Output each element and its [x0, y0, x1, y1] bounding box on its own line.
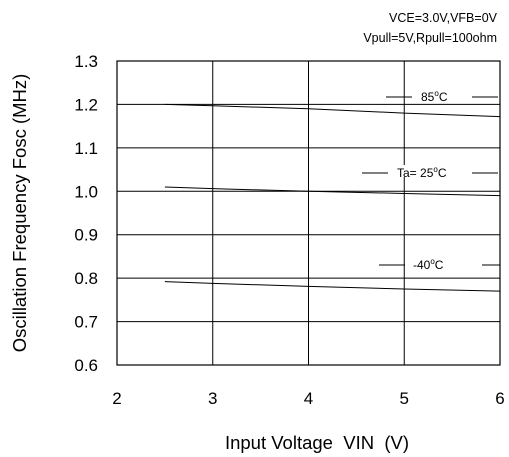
- y-tick-labels: 0.6 0.7 0.8 0.9 1.0 1.1 1.2 1.3: [74, 52, 98, 375]
- x-tick-label: 2: [112, 389, 121, 408]
- y-tick-label: 1.0: [74, 182, 98, 201]
- y-tick-label: 1.1: [74, 139, 98, 158]
- y-tick-label: 0.7: [74, 313, 98, 332]
- y-tick-label: 0.6: [74, 356, 98, 375]
- test-conditions-line-2: Vpull=5V,Rpull=100ohm: [363, 31, 497, 45]
- series-label: Ta= 25oC: [397, 165, 447, 180]
- x-axis-label: Input Voltage VIN (V): [225, 432, 409, 453]
- series-line: [164, 281, 501, 292]
- series-label: -40oC: [413, 257, 444, 272]
- series-labels: 85oC Ta= 25oC -40oC: [362, 89, 500, 272]
- x-tick-label: 6: [495, 389, 504, 408]
- x-tick-label: 4: [304, 389, 313, 408]
- y-tick-label: 0.9: [74, 226, 98, 245]
- y-tick-label: 1.3: [74, 52, 98, 71]
- series-label: 85oC: [421, 89, 448, 104]
- series-label-background: [405, 257, 482, 269]
- series-line: [164, 186, 501, 197]
- y-tick-label: 0.8: [74, 269, 98, 288]
- series-label-background: [388, 165, 472, 177]
- series-line: [164, 103, 501, 118]
- test-conditions-line-1: VCE=3.0V,VFB=0V: [389, 11, 498, 25]
- x-tick-labels: 2 3 4 5 6: [112, 389, 504, 408]
- grid: [116, 60, 501, 366]
- y-tick-label: 1.2: [74, 95, 98, 114]
- plot-frame: [116, 60, 501, 366]
- series-lines: [164, 103, 501, 292]
- y-axis-label: Oscillation Frequency Fosc (MHz): [9, 74, 30, 353]
- series-label-background: [412, 89, 472, 101]
- x-tick-label: 3: [208, 389, 217, 408]
- x-tick-label: 5: [400, 389, 409, 408]
